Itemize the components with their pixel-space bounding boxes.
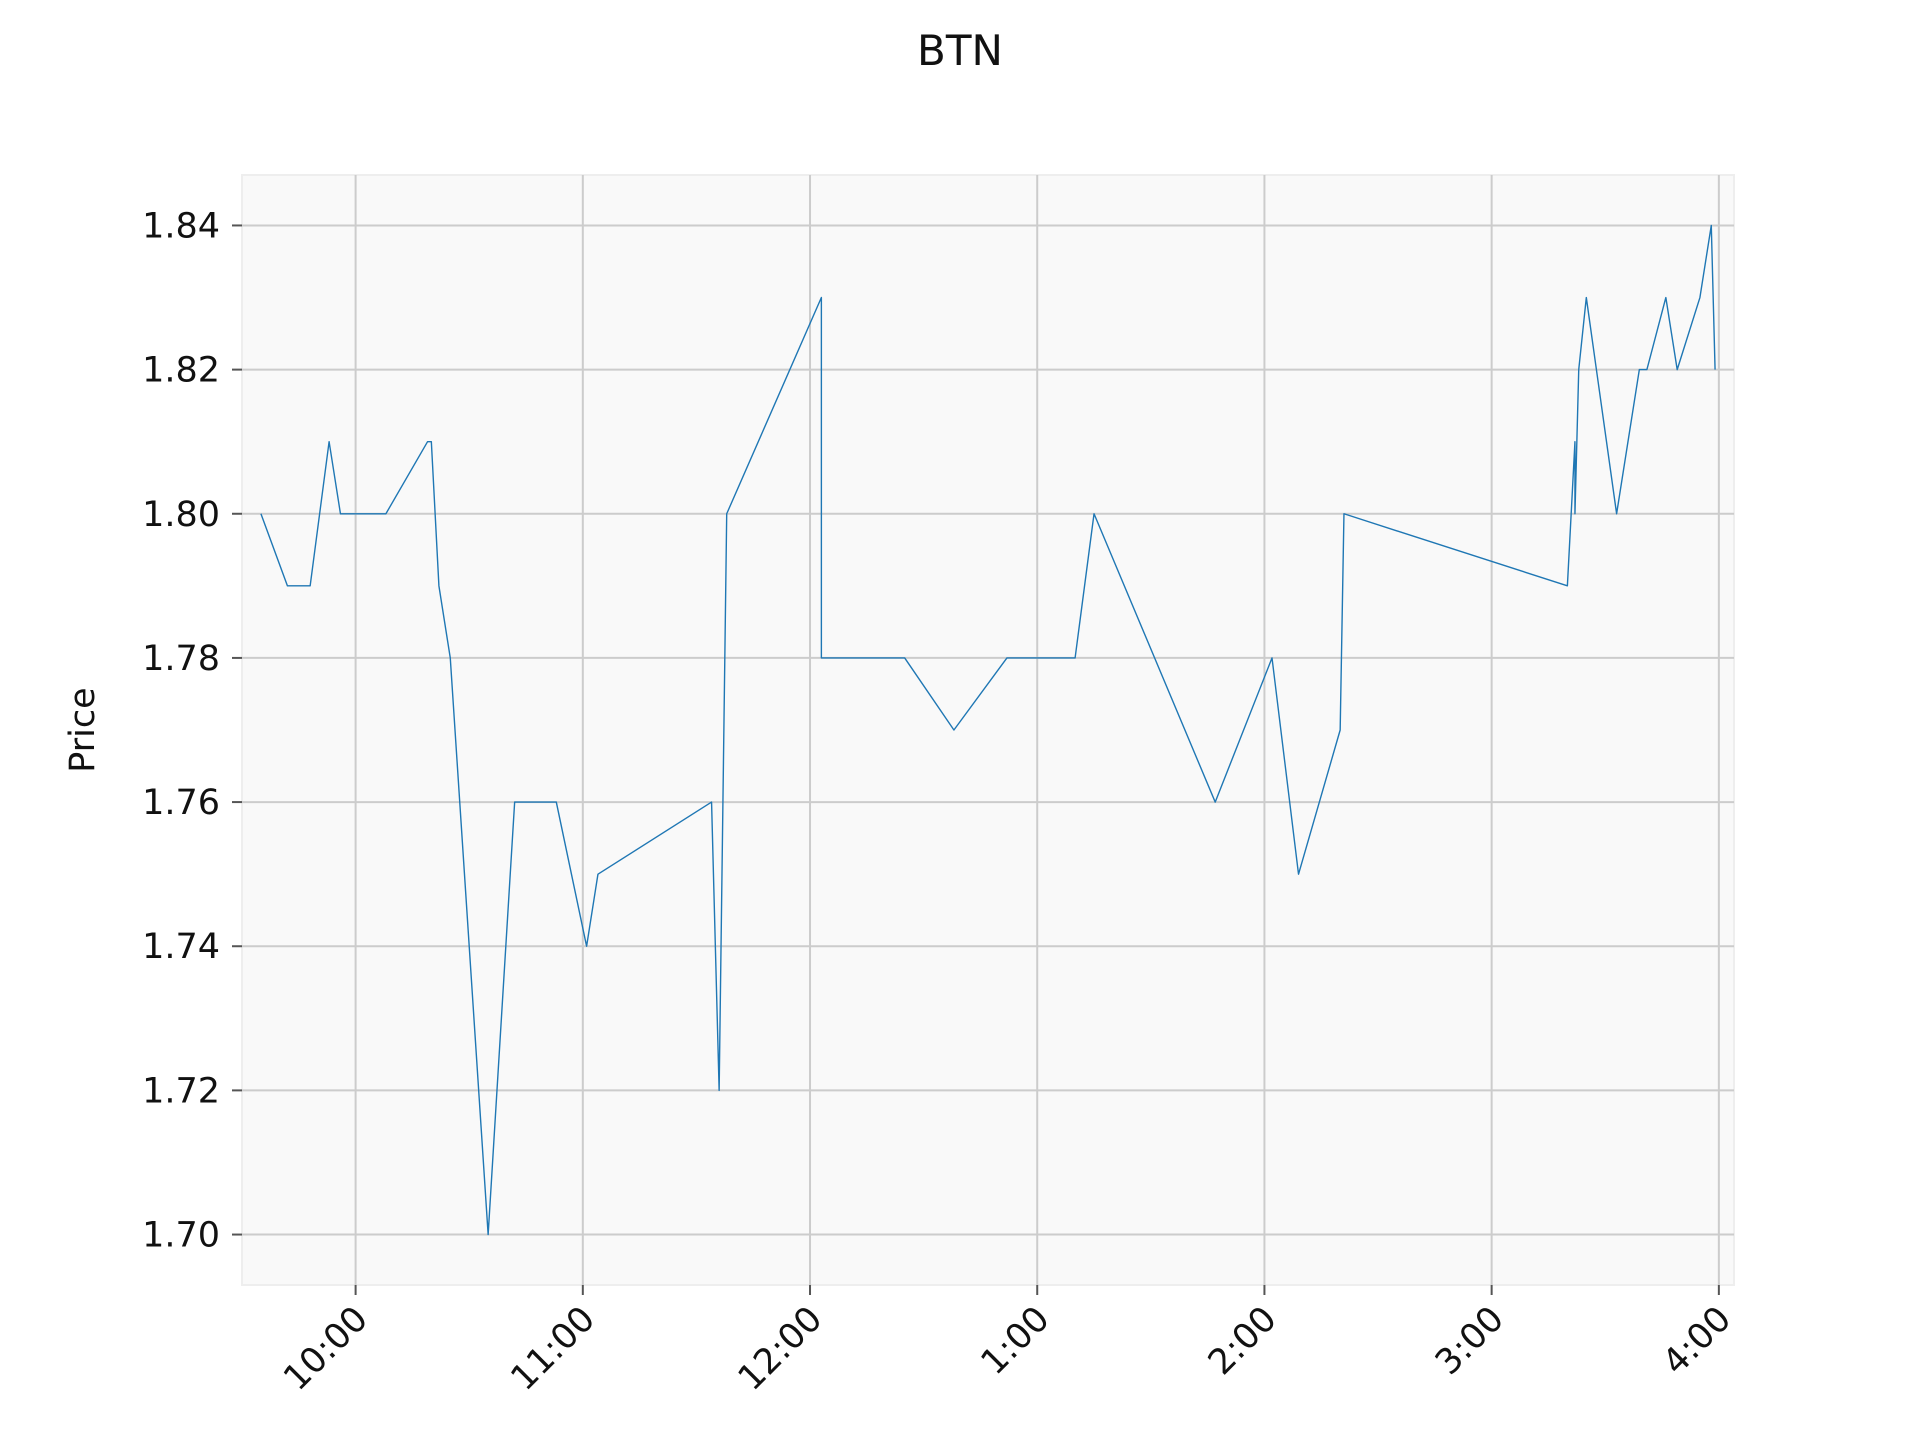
x-tick-label: 10:00 <box>276 1299 376 1399</box>
y-tick-label: 1.78 <box>142 639 220 679</box>
x-tick-label: 3:00 <box>1428 1299 1512 1383</box>
y-tick-label: 1.72 <box>142 1071 220 1111</box>
y-tick-label: 1.82 <box>142 351 220 391</box>
plot-area <box>241 174 1735 1286</box>
x-tick-label: 4:00 <box>1655 1299 1739 1383</box>
y-tick-label: 1.74 <box>142 927 220 967</box>
x-tick-label: 1:00 <box>974 1299 1058 1383</box>
x-tick-label: 12:00 <box>731 1299 831 1399</box>
chart-title: BTN <box>917 26 1003 75</box>
y-tick-label: 1.70 <box>142 1216 220 1256</box>
y-tick-label: 1.76 <box>142 783 220 823</box>
y-gridlines <box>242 224 1734 1236</box>
x-gridlines <box>354 175 1720 1285</box>
y-axis-ticks: 1.70 1.72 1.74 1.76 1.78 1.80 1.82 1.84 <box>142 206 242 1256</box>
y-tick-label: 1.80 <box>142 495 220 535</box>
y-tick-label: 1.84 <box>142 206 220 246</box>
x-axis-ticks: 10:00 11:00 12:00 1:00 2:00 3:00 4:00 <box>276 1285 1739 1399</box>
x-tick-label: 11:00 <box>504 1299 604 1399</box>
price-series-line <box>260 224 1716 1236</box>
y-axis-label: Price <box>63 687 103 772</box>
x-tick-label: 2:00 <box>1201 1299 1285 1383</box>
